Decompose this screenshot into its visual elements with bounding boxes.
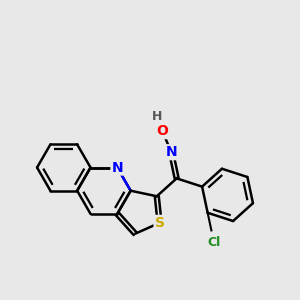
Text: N: N (165, 145, 177, 159)
Text: O: O (157, 124, 169, 138)
Text: N: N (112, 160, 123, 175)
Text: S: S (154, 216, 165, 230)
Text: H: H (152, 110, 162, 123)
Text: Cl: Cl (207, 236, 220, 249)
